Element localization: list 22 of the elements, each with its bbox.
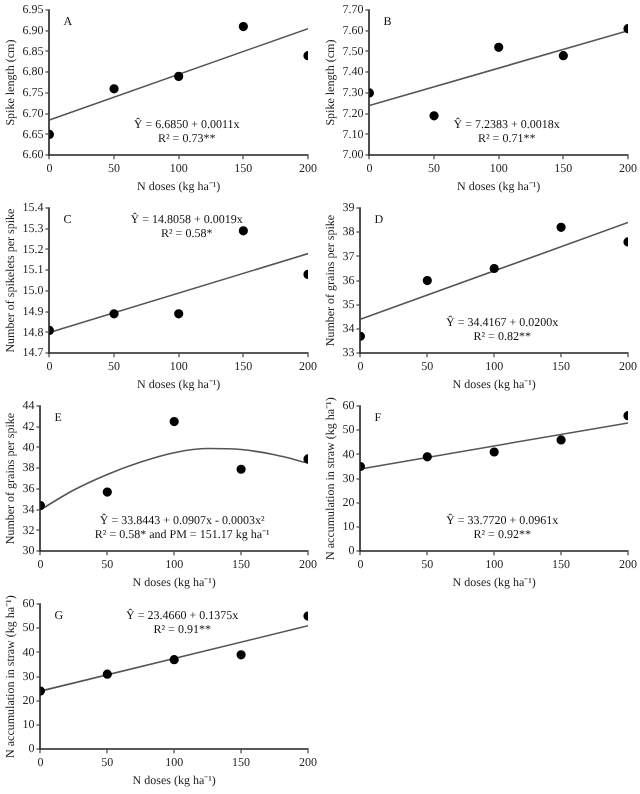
point xyxy=(489,447,499,457)
point xyxy=(238,21,248,32)
point xyxy=(236,650,246,660)
point xyxy=(556,435,566,445)
point xyxy=(429,111,439,121)
point xyxy=(109,84,119,94)
line-series xyxy=(40,447,308,511)
point xyxy=(422,452,432,462)
point xyxy=(238,226,248,236)
point xyxy=(489,263,499,274)
point xyxy=(236,464,246,474)
point xyxy=(174,309,184,319)
point xyxy=(494,42,504,52)
point xyxy=(558,51,568,61)
point xyxy=(102,669,112,679)
point xyxy=(109,309,119,319)
point xyxy=(422,276,432,286)
point xyxy=(174,71,184,81)
point xyxy=(169,416,179,427)
point xyxy=(556,222,566,232)
point xyxy=(102,487,112,497)
point xyxy=(169,655,179,665)
